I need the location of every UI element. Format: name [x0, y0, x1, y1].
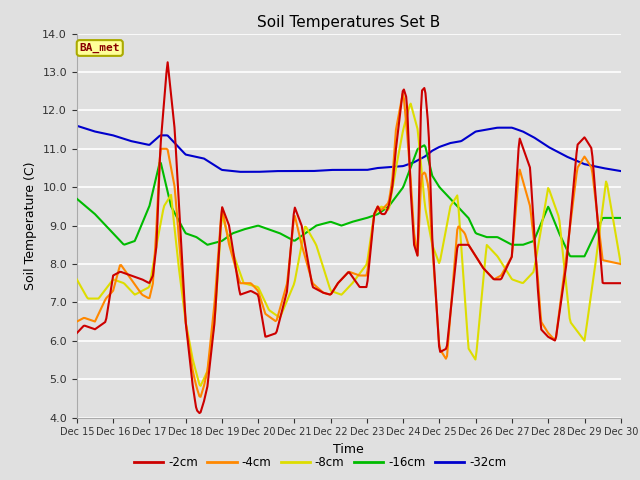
X-axis label: Time: Time — [333, 443, 364, 456]
Y-axis label: Soil Temperature (C): Soil Temperature (C) — [24, 161, 36, 290]
Text: BA_met: BA_met — [79, 43, 120, 53]
Legend: -2cm, -4cm, -8cm, -16cm, -32cm: -2cm, -4cm, -8cm, -16cm, -32cm — [129, 452, 511, 474]
Title: Soil Temperatures Set B: Soil Temperatures Set B — [257, 15, 440, 30]
